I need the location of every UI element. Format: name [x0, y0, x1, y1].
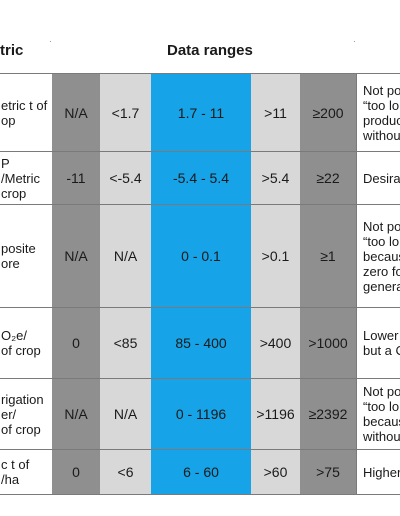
table-row: P /Metric crop -11 <-5.4 -5.4 - 5.4 >5.4…: [0, 151, 400, 204]
note-cell: Not po “too lo produc withou: [356, 74, 400, 151]
note-cell: Higher: [356, 450, 400, 494]
range-cell-5: ≥22: [300, 152, 356, 204]
range-cell-3: -5.4 - 5.4: [151, 152, 251, 204]
range-cell-5: >75: [300, 450, 356, 494]
range-cell-2: N/A: [100, 205, 151, 307]
metric-label: O₂e/ of crop: [1, 328, 41, 358]
range-cell-1: N/A: [52, 74, 100, 151]
metric-cell: etric t of op: [0, 74, 52, 151]
range-cell-3: 0 - 0.1: [151, 205, 251, 307]
range-cell-3: 6 - 60: [151, 450, 251, 494]
table-row: O₂e/ of crop 0 <85 85 - 400 >400 >1000 L…: [0, 307, 400, 378]
range-cell-4: >400: [251, 308, 300, 378]
metric-label: etric t of op: [1, 97, 48, 128]
range-cell-5: ≥2392: [300, 379, 356, 449]
metric-label: P /Metric crop: [1, 155, 40, 201]
note-cell: Desira: [356, 152, 400, 204]
metric-label: c t of /ha: [1, 457, 30, 487]
note-cell: Not po “too lo becaus withou: [356, 379, 400, 449]
data-ranges-table: etric t of op N/A <1.7 1.7 - 11 >11 ≥200…: [0, 73, 400, 495]
range-cell-3: 0 - 1196: [151, 379, 251, 449]
metric-label: posite ore: [1, 241, 36, 271]
range-cell-4: >5.4: [251, 152, 300, 204]
range-cell-4: >1196: [251, 379, 300, 449]
metric-column-header: tric: [0, 42, 24, 59]
range-cell-4: >60: [251, 450, 300, 494]
range-cell-1: 0: [52, 450, 100, 494]
table-row: etric t of op N/A <1.7 1.7 - 11 >11 ≥200…: [0, 73, 400, 151]
range-cell-2: <1.7: [100, 74, 151, 151]
metric-cell: posite ore: [0, 205, 52, 307]
range-cell-2: <-5.4: [100, 152, 151, 204]
range-cell-2: N/A: [100, 379, 151, 449]
range-cell-1: N/A: [52, 205, 100, 307]
range-cell-5: ≥1: [300, 205, 356, 307]
table-row: posite ore N/A N/A 0 - 0.1 >0.1 ≥1 Not p…: [0, 204, 400, 307]
range-cell-1: 0: [52, 308, 100, 378]
metric-label: rigation er/ of crop: [1, 391, 44, 437]
range-cell-5: >1000: [300, 308, 356, 378]
metric-cell: c t of /ha: [0, 450, 52, 494]
metric-cell: O₂e/ of crop: [0, 308, 52, 378]
data-ranges-header: Data ranges: [167, 42, 253, 59]
note-cell: Not po “too lo becaus zero fo genera: [356, 205, 400, 307]
range-cell-5: ≥200: [300, 74, 356, 151]
metric-cell: P /Metric crop: [0, 152, 52, 204]
divider-mark: [50, 41, 51, 42]
divider-mark: [354, 41, 355, 42]
range-cell-3: 1.7 - 11: [151, 74, 251, 151]
range-cell-4: >11: [251, 74, 300, 151]
table-row: rigation er/ of crop N/A N/A 0 - 1196 >1…: [0, 378, 400, 449]
range-cell-2: <85: [100, 308, 151, 378]
range-cell-4: >0.1: [251, 205, 300, 307]
range-cell-2: <6: [100, 450, 151, 494]
range-cell-3: 85 - 400: [151, 308, 251, 378]
note-cell: Lower but a C: [356, 308, 400, 378]
range-cell-1: -11: [52, 152, 100, 204]
metric-cell: rigation er/ of crop: [0, 379, 52, 449]
table-row: c t of /ha 0 <6 6 - 60 >60 >75 Higher: [0, 449, 400, 495]
range-cell-1: N/A: [52, 379, 100, 449]
